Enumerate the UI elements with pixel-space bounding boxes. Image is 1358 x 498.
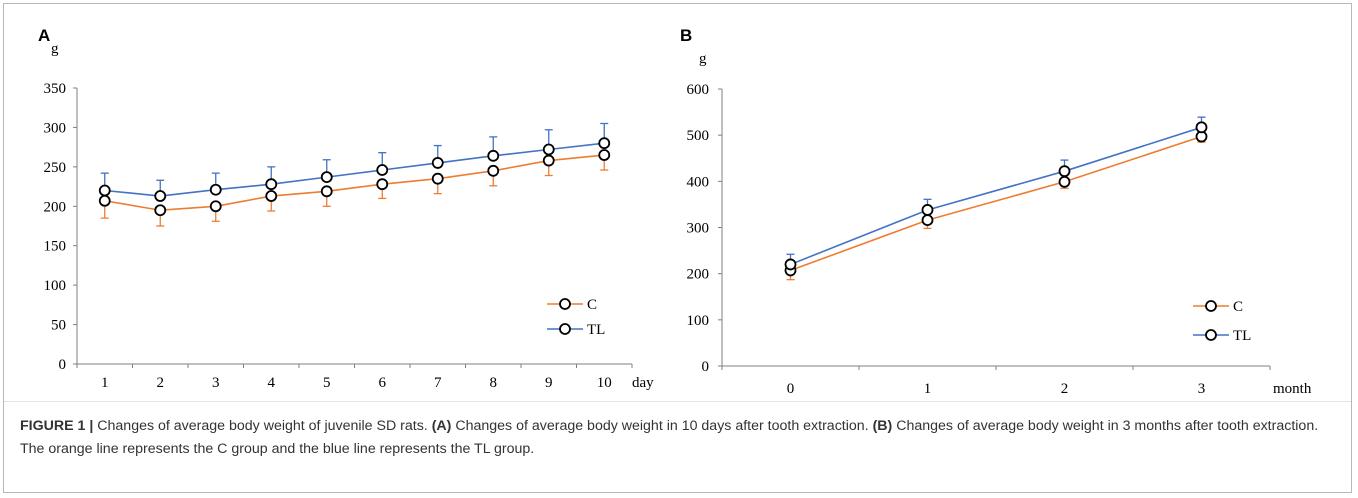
data-point-TL [598,137,611,150]
x-tick-label: 2 [1061,381,1069,397]
y-tick-label: 500 [687,128,710,144]
x-tick-label: 3 [1198,381,1206,397]
data-point-TL [154,190,167,202]
data-point-C [209,200,222,213]
x-axis-label: month [1273,381,1312,397]
legend-label-TL: TL [1233,328,1251,344]
data-point-TL [320,171,333,184]
data-point-TL [784,258,797,271]
figure-caption: FIGURE 1 | Changes of average body weigh… [20,415,1335,461]
data-point-C [98,194,111,207]
caption-text-3: Changes of average body weight in 3 mont… [20,418,1319,457]
data-point-TL [1195,121,1208,134]
data-point-TL [542,143,555,156]
figure-frame [3,3,1352,493]
series-line-TL [104,142,605,197]
legend-label-C: C [587,297,597,313]
data-point-TL [376,164,389,176]
x-tick-label: 9 [545,375,553,391]
y-tick-label: 200 [44,199,67,215]
legend-marker-TL [559,323,571,335]
x-tick-label: 10 [597,375,612,391]
x-tick-label: 3 [212,375,220,391]
x-tick-label: 0 [787,381,795,397]
caption-ref-b: (B) [872,418,893,434]
caption-text-1: Changes of average body weight of juveni… [93,418,432,434]
x-tick-label: 2 [157,375,165,391]
x-tick-label: 7 [434,375,442,391]
data-point-C [542,154,555,167]
legend-label-TL: TL [587,322,605,338]
x-tick-label: 8 [490,375,498,391]
data-point-C [487,164,500,177]
y-tick-label: 350 [44,81,67,97]
data-point-C [320,185,333,198]
y-tick-label: 300 [687,221,710,237]
data-point-C [598,149,611,161]
data-point-TL [209,183,222,196]
x-tick-label: 4 [268,375,276,391]
x-tick-label: 6 [379,375,387,391]
data-point-C [431,172,444,185]
panel-letter-b: B [680,26,692,45]
y-tick-label: 0 [702,359,710,375]
data-point-TL [921,204,934,216]
y-tick-label: 200 [687,267,710,283]
y-tick-label: 250 [44,160,67,176]
y-tick-label: 600 [687,82,710,98]
legend-marker-C [559,298,571,310]
y-axis-label: g [699,51,707,67]
data-point-C [1058,175,1071,188]
y-tick-label: 150 [44,239,67,255]
data-point-TL [431,157,444,169]
caption-divider [4,401,1351,402]
y-tick-label: 100 [44,278,67,294]
caption-text-2: Changes of average body weight in 10 day… [451,418,873,434]
caption-ref-a: (A) [431,418,452,434]
y-tick-label: 100 [687,313,710,329]
y-axis-label: g [51,41,59,57]
data-point-C [921,214,934,227]
data-point-TL [1058,165,1071,178]
data-point-C [154,204,167,217]
y-tick-label: 50 [51,318,66,334]
data-point-TL [487,149,500,162]
data-point-C [265,190,278,202]
caption-label: FIGURE 1 | [20,418,94,434]
data-point-TL [98,184,111,197]
legend-marker-TL [1205,329,1217,341]
data-point-TL [265,178,278,191]
legend-label-C: C [1233,299,1243,315]
series-line-C [104,154,605,212]
legend-marker-C [1205,300,1217,312]
y-tick-label: 400 [687,174,710,190]
y-tick-label: 300 [44,120,67,136]
y-tick-label: 0 [59,357,67,373]
x-tick-label: 1 [101,375,109,391]
series-line-TL [790,126,1202,266]
x-tick-label: 5 [323,375,331,391]
series-line-C [790,135,1202,272]
panel-letter-a: A [38,26,50,45]
data-point-C [376,178,389,191]
x-axis-label: day [632,375,654,391]
x-tick-label: 1 [924,381,932,397]
